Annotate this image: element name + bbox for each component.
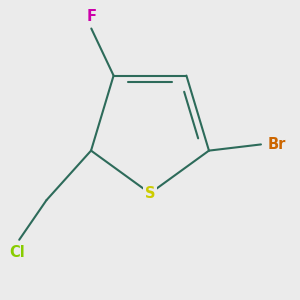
Text: F: F bbox=[86, 9, 96, 24]
Text: S: S bbox=[145, 186, 155, 201]
Text: Br: Br bbox=[267, 137, 286, 152]
Text: Cl: Cl bbox=[9, 245, 25, 260]
